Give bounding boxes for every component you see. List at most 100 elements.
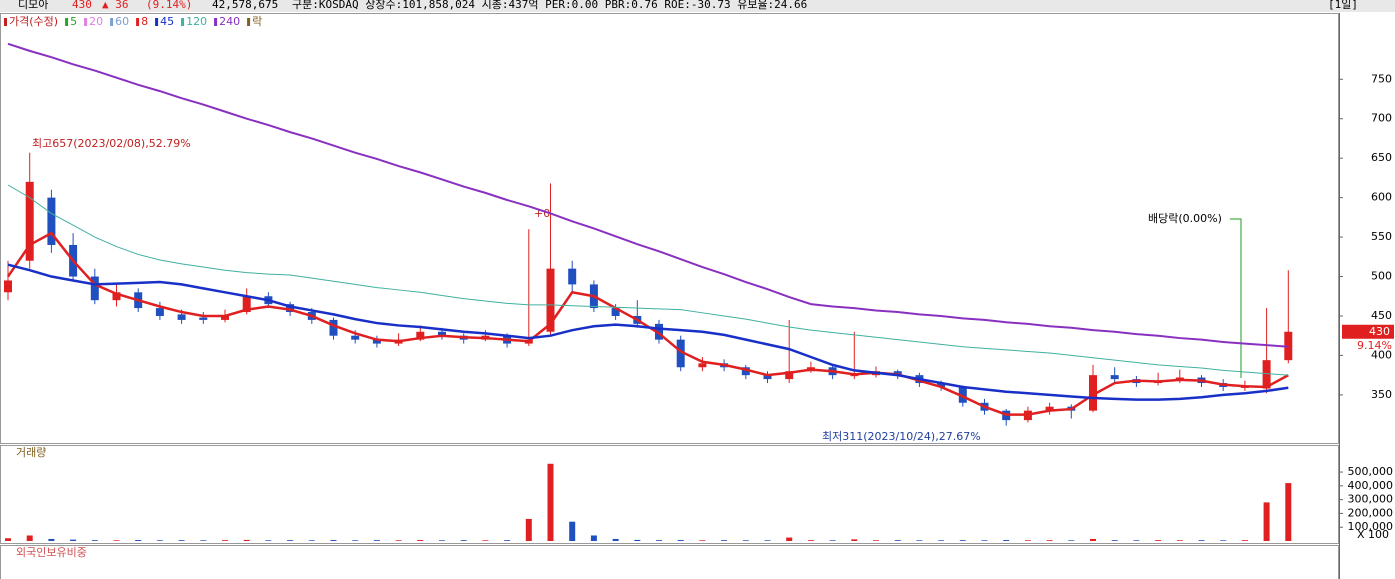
- volume-bar: [1068, 540, 1075, 541]
- legend-item: 락: [252, 15, 262, 28]
- vol-tick-label: 400,000: [1348, 479, 1394, 492]
- candle-body: [1262, 360, 1271, 389]
- volume-bar: [1220, 540, 1227, 541]
- ma-line: [7, 184, 1289, 376]
- candle-body: [1045, 406, 1054, 411]
- legend-swatch: [155, 18, 159, 26]
- volume-bar: [222, 540, 228, 541]
- volume-bar: [525, 518, 532, 541]
- candle-body: [90, 276, 99, 301]
- volume-bar: [1155, 540, 1162, 541]
- volume-bar: [1090, 538, 1096, 541]
- volume-bar: [1198, 540, 1205, 541]
- y-tick-label: 750: [1371, 72, 1392, 85]
- legend-swatch: [181, 18, 185, 26]
- legend-item: 가격(수정): [9, 15, 58, 28]
- y-tick-label: 650: [1371, 151, 1392, 164]
- volume-panel: [0, 445, 1339, 544]
- volume: 42,578,675: [212, 0, 278, 11]
- candle-body: [611, 308, 620, 316]
- candle-body: [785, 371, 794, 380]
- legend-item: 120: [186, 15, 207, 28]
- volume-bar: [26, 535, 33, 541]
- candle-body: [1110, 375, 1119, 380]
- volume-bar: [1285, 483, 1292, 541]
- volume-bar: [156, 540, 163, 541]
- period[interactable]: [1일]: [1328, 0, 1358, 11]
- volume-bar: [829, 540, 836, 541]
- stock-name: 디모아: [18, 0, 48, 11]
- candle-body: [1089, 375, 1097, 411]
- candle-body: [698, 363, 707, 368]
- foreign-panel: [0, 545, 1339, 579]
- candle-body: [351, 335, 360, 340]
- volume-bar: [1241, 540, 1248, 541]
- candle-body: [958, 386, 967, 403]
- candle-body: [4, 280, 12, 293]
- y-tick-label: 500: [1371, 270, 1392, 283]
- volume-bar: [1111, 540, 1118, 541]
- high-note: 최고657(2023/02/08),52.79%: [32, 137, 191, 150]
- ma-line: [7, 263, 1289, 401]
- exdiv-line: [1230, 218, 1242, 378]
- header-bar: [0, 0, 1395, 12]
- volume-bar: [287, 540, 294, 541]
- volume-bar: [590, 535, 597, 541]
- vol-tick-label: 200,000: [1348, 506, 1394, 519]
- volume-bar: [807, 540, 814, 541]
- candle-body: [655, 323, 663, 340]
- candle-body: [1240, 386, 1249, 388]
- legend-item: 240: [219, 15, 240, 28]
- volume-bar: [113, 540, 120, 541]
- candle-body: [763, 375, 772, 380]
- legend-swatch: [65, 18, 69, 26]
- volume-bar: [48, 538, 55, 541]
- change: ▲ 36: [102, 0, 129, 11]
- legend-item: 8: [141, 15, 148, 28]
- candle-body: [568, 268, 577, 285]
- volume-bar: [1133, 540, 1140, 541]
- low-note: 최저311(2023/10/24),27.67%: [822, 430, 981, 443]
- y-tick-label: 550: [1371, 230, 1392, 243]
- volume-bar: [178, 540, 185, 541]
- volume-bar: [1263, 502, 1270, 541]
- volume-bar: [851, 539, 858, 541]
- volume-bar: [460, 540, 467, 541]
- y-tick-label: 350: [1371, 388, 1392, 401]
- legend-item: 5: [70, 15, 77, 28]
- volume-bar: [721, 540, 728, 541]
- volume-bar: [959, 540, 966, 541]
- change-pct: (9.14%): [146, 0, 192, 11]
- candle-body: [438, 331, 446, 336]
- candle-body: [242, 296, 251, 313]
- candle-body: [372, 339, 381, 344]
- foreign-title: 외국인보유비중: [16, 546, 87, 559]
- volume-bar: [547, 463, 554, 541]
- volume-bar: [330, 540, 337, 541]
- volume-bar: [634, 539, 641, 541]
- volume-bar: [5, 538, 11, 541]
- volume-title: 거래량: [16, 446, 46, 459]
- volume-bar: [786, 537, 793, 541]
- volume-bar: [699, 540, 706, 541]
- exdiv-note: 배당락(0.00%): [1148, 212, 1222, 225]
- volume-bar: [677, 540, 684, 541]
- candle-body: [741, 367, 750, 376]
- volume-bar: [243, 539, 250, 541]
- legend-swatch: [214, 18, 218, 26]
- volume-bar: [656, 540, 662, 541]
- legend-swatch: [110, 18, 114, 26]
- price-tag-label: 430: [1369, 325, 1390, 338]
- legend-swatch: [136, 18, 140, 26]
- y-tick-label: 450: [1371, 309, 1392, 322]
- volume-bar: [1176, 540, 1183, 541]
- volume-bar: [569, 521, 576, 541]
- y-tick-label: 600: [1371, 191, 1392, 204]
- volume-bar: [1024, 540, 1031, 541]
- volume-bar: [894, 540, 901, 541]
- price-panel: [0, 13, 1339, 444]
- candle-body: [329, 319, 338, 336]
- volume-bar: [417, 540, 424, 541]
- candle-body: [546, 268, 555, 332]
- y-tick-label: 400: [1371, 348, 1392, 361]
